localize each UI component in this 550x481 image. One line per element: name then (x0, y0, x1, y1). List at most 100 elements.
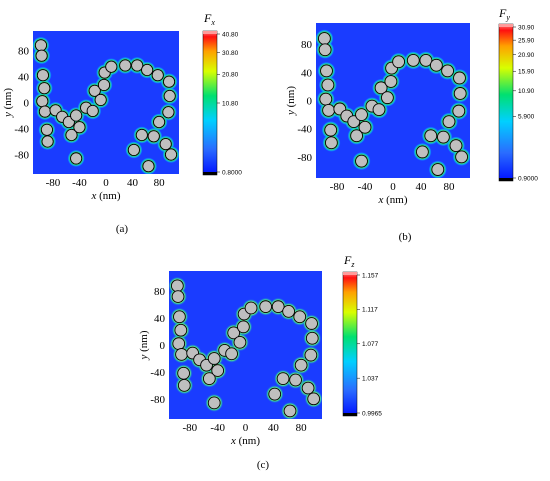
colorbar-max-band (343, 272, 357, 275)
nanoparticle (431, 163, 445, 176)
nanoparticle (35, 49, 48, 62)
x-tick-label: 80 (154, 177, 166, 189)
nanoparticle (442, 115, 456, 129)
nanoparticle (142, 160, 155, 173)
x-tick-label: -80 (183, 422, 198, 434)
colorbar-tick-label: 10.90 (518, 88, 535, 95)
x-tick-label: 80 (444, 181, 456, 193)
x-tick-label: 0 (390, 181, 396, 193)
nanoparticle (392, 55, 405, 69)
panel-caption: (b) (399, 231, 412, 243)
nanoparticle (38, 82, 51, 95)
nanoparticle (147, 130, 160, 143)
nanoparticle (131, 59, 144, 72)
nanoparticle (301, 381, 315, 395)
nanoparticle (324, 136, 338, 150)
nanoparticle (135, 128, 148, 142)
nanoparticle (162, 106, 175, 119)
nanoparticle (276, 372, 290, 385)
nanoparticle (350, 129, 363, 143)
colorbar-tick-label: 5.900 (518, 114, 535, 121)
y-axis-label: y (nm) (138, 330, 150, 360)
nanoparticle (211, 364, 225, 377)
nanoparticle (318, 43, 332, 57)
x-tick-label: 0 (103, 177, 109, 189)
y-tick-label: -80 (14, 150, 29, 162)
nanoparticle (36, 95, 49, 108)
nanoparticle (436, 130, 450, 144)
y-tick-label: -40 (297, 124, 312, 136)
y-tick-label: -80 (150, 394, 165, 406)
colorbar-tick-label: 30.80 (222, 50, 239, 57)
nanoparticle (307, 392, 321, 406)
y-axis-label: y (nm) (285, 86, 297, 116)
nanoparticle (322, 103, 335, 117)
y-tick-label: 80 (154, 286, 166, 298)
y-tick-label: -40 (150, 367, 165, 379)
field-map-b (316, 23, 470, 178)
y-tick-label: 0 (307, 96, 313, 108)
nanoparticle (282, 305, 295, 318)
nanoparticle (119, 59, 132, 72)
nanoparticle (415, 145, 429, 159)
x-axis-label: x (nm) (90, 190, 120, 202)
colorbar-min-band (499, 178, 513, 181)
nanoparticle (374, 81, 388, 95)
colorbar-tick-label: 0.9965 (362, 410, 382, 417)
y-tick-label: 80 (18, 46, 30, 58)
nanoparticle (384, 75, 398, 88)
nanoparticle (175, 348, 188, 361)
nanoparticle (38, 105, 52, 118)
colorbar-tick-label: 0.9000 (518, 175, 538, 182)
nanoparticle (73, 121, 86, 134)
nanoparticle (227, 326, 241, 340)
colorbar (498, 23, 514, 182)
nanoparticle (233, 335, 247, 349)
colorbar-tick-label: 20.80 (222, 72, 239, 79)
nanoparticle (65, 128, 78, 142)
x-tick-label: 80 (296, 422, 308, 434)
x-axis-label: x (nm) (230, 435, 260, 447)
nanoparticle (177, 379, 191, 392)
x-tick-label: -40 (210, 422, 225, 434)
nanoparticle (86, 104, 99, 118)
colorbar (202, 30, 218, 176)
nanoparticle (304, 348, 318, 362)
nanoparticle (424, 129, 438, 143)
nanoparticle (94, 93, 107, 106)
nanoparticle (452, 104, 466, 118)
nanoparticle (372, 103, 386, 117)
nanoparticle (34, 39, 48, 52)
y-tick-label: 40 (301, 67, 313, 79)
x-tick-label: 40 (268, 422, 280, 434)
x-tick-label: 0 (243, 422, 249, 434)
colorbar-tick-label: 30.90 (518, 24, 535, 31)
x-tick-label: 40 (127, 177, 139, 189)
y-tick-label: 0 (160, 340, 166, 352)
nanoparticle (319, 92, 333, 106)
nanoparticle (70, 109, 83, 122)
nanoparticle (449, 139, 463, 152)
nanoparticle (141, 63, 154, 77)
panel-caption: (c) (257, 459, 270, 471)
nanoparticle (202, 372, 216, 385)
nanoparticle (171, 290, 185, 303)
x-tick-label: -40 (358, 181, 373, 193)
nanoparticle (127, 143, 140, 157)
colorbar-min-band (203, 172, 217, 175)
nanoparticle (225, 347, 238, 361)
nanoparticle (177, 366, 190, 380)
colorbar-title: Fx (203, 11, 215, 27)
x-axis-label: x (nm) (377, 194, 407, 206)
nanoparticle (173, 310, 186, 324)
panel-c: -80 -40 0 40 80 80 40 0 -40 -80 x (nm) y (nm) 1.157 1… (138, 253, 382, 471)
y-tick-label: 0 (24, 98, 30, 110)
nanoparticle (305, 331, 319, 345)
nanoparticle (70, 152, 83, 165)
colorbar-tick-label: 40.80 (222, 31, 239, 38)
x-tick-label: 40 (416, 181, 428, 193)
panel-b: -80 -40 0 40 80 80 40 0 -40 -80 x (nm) y (nm) 30.90 2… (285, 6, 538, 243)
nanoparticle (355, 108, 368, 121)
nanoparticle (320, 64, 333, 78)
